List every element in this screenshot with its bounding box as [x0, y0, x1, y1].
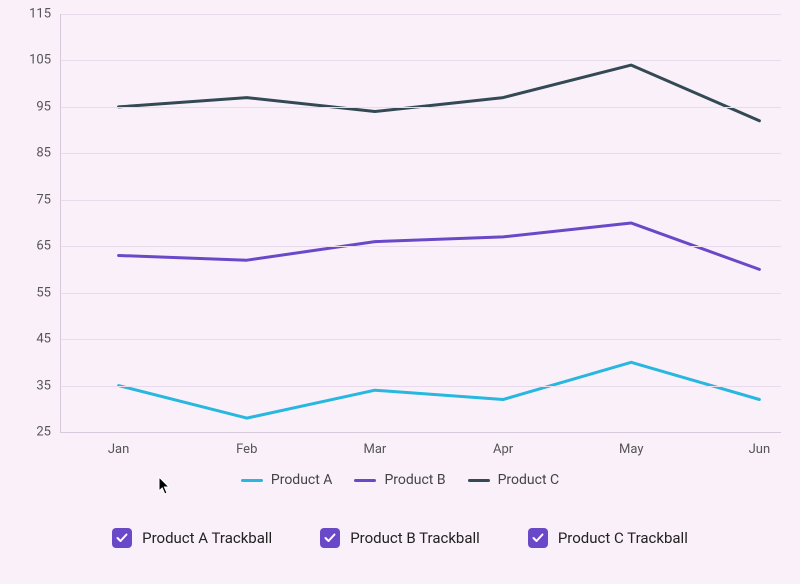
chart-lines	[61, 14, 781, 432]
legend-item-product-a[interactable]: Product A	[241, 472, 333, 488]
grid-line	[61, 293, 781, 294]
legend-swatch	[354, 479, 376, 482]
check-icon	[116, 533, 128, 543]
legend: Product A Product B Product C	[0, 472, 800, 488]
series-product-a	[119, 362, 760, 418]
y-axis-tick: 95	[36, 99, 61, 114]
x-axis-tick: Mar	[363, 432, 386, 457]
series-product-c	[119, 65, 760, 121]
grid-line	[61, 246, 781, 247]
grid-line	[61, 107, 781, 108]
y-axis-tick: 65	[36, 239, 61, 254]
x-axis-tick: Jun	[749, 432, 771, 457]
grid-line	[61, 386, 781, 387]
grid-line	[61, 153, 781, 154]
legend-item-product-c[interactable]: Product C	[468, 472, 560, 488]
legend-swatch	[241, 479, 263, 482]
y-axis-tick: 25	[36, 425, 61, 440]
y-axis-tick: 115	[29, 7, 61, 22]
checkbox-box	[528, 528, 548, 548]
x-axis-tick: May	[619, 432, 643, 457]
legend-label: Product B	[384, 472, 445, 488]
checkbox-label: Product C Trackball	[558, 529, 688, 547]
y-axis-tick: 85	[36, 146, 61, 161]
grid-line	[61, 14, 781, 15]
checkbox-product-a-trackball[interactable]: Product A Trackball	[112, 528, 272, 548]
grid-line	[61, 200, 781, 201]
plot-area[interactable]: 2535455565758595105115JanFebMarAprMayJun	[60, 14, 781, 433]
checkbox-product-c-trackball[interactable]: Product C Trackball	[528, 528, 688, 548]
check-icon	[532, 533, 544, 543]
checkbox-label: Product A Trackball	[142, 529, 272, 547]
checkbox-box	[112, 528, 132, 548]
check-icon	[324, 533, 336, 543]
trackball-toggles: Product A Trackball Product B Trackball Pr…	[0, 528, 800, 548]
x-axis-tick: Feb	[236, 432, 257, 457]
line-chart: 2535455565758595105115JanFebMarAprMayJun…	[0, 0, 800, 584]
legend-swatch	[468, 479, 490, 482]
x-axis-tick: Jan	[108, 432, 129, 457]
checkbox-box	[320, 528, 340, 548]
legend-item-product-b[interactable]: Product B	[354, 472, 445, 488]
y-axis-tick: 105	[29, 53, 61, 68]
x-axis-tick: Apr	[493, 432, 513, 457]
y-axis-tick: 45	[36, 332, 61, 347]
checkbox-product-b-trackball[interactable]: Product B Trackball	[320, 528, 480, 548]
checkbox-label: Product B Trackball	[350, 529, 480, 547]
grid-line	[61, 339, 781, 340]
y-axis-tick: 75	[36, 192, 61, 207]
grid-line	[61, 60, 781, 61]
legend-label: Product A	[271, 472, 333, 488]
legend-label: Product C	[498, 472, 560, 488]
y-axis-tick: 35	[36, 378, 61, 393]
y-axis-tick: 55	[36, 285, 61, 300]
